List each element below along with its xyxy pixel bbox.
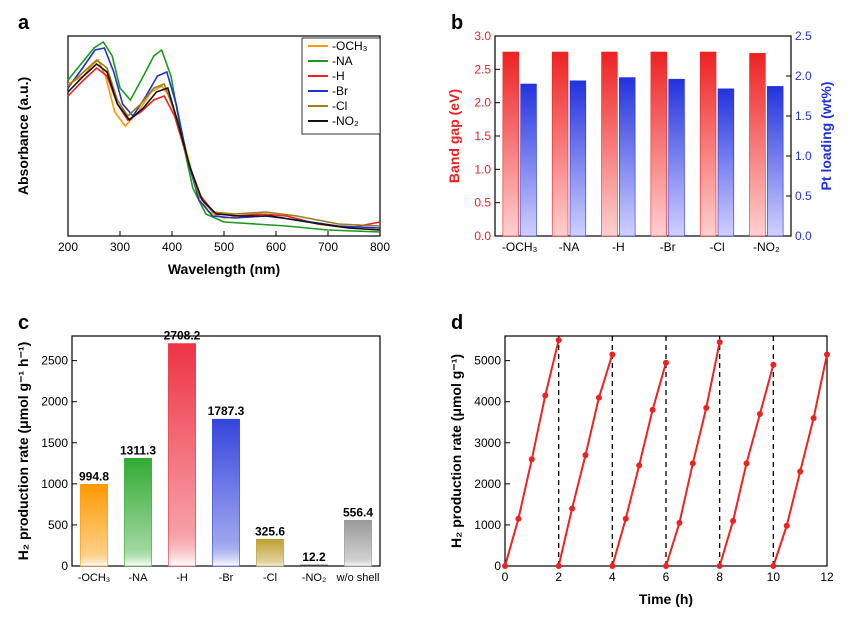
svg-text:2708.2: 2708.2 (164, 329, 201, 343)
svg-text:-OCH₃: -OCH₃ (332, 39, 368, 53)
svg-text:0.5: 0.5 (474, 196, 491, 210)
svg-text:-NA: -NA (129, 572, 149, 584)
svg-text:0.0: 0.0 (795, 229, 812, 243)
svg-text:-NO₂: -NO₂ (753, 240, 780, 254)
svg-text:556.4: 556.4 (343, 505, 373, 519)
svg-text:w/o shell: w/o shell (336, 572, 380, 584)
svg-text:H₂ production rate (μmol g⁻¹ h: H₂ production rate (μmol g⁻¹ h⁻¹) (15, 342, 31, 561)
svg-text:-Cl: -Cl (709, 240, 724, 254)
svg-text:400: 400 (162, 240, 182, 254)
svg-text:800: 800 (370, 240, 390, 254)
svg-text:-NA: -NA (332, 54, 353, 68)
svg-text:12: 12 (820, 570, 834, 584)
svg-text:1000: 1000 (41, 477, 68, 491)
svg-text:5000: 5000 (474, 354, 501, 368)
svg-text:1.5: 1.5 (474, 129, 491, 143)
svg-text:1.0: 1.0 (474, 162, 491, 176)
svg-text:325.6: 325.6 (255, 524, 285, 538)
svg-text:0: 0 (61, 559, 68, 573)
svg-text:2.0: 2.0 (474, 96, 491, 110)
svg-text:8: 8 (716, 570, 723, 584)
panel-label: a (18, 12, 29, 35)
svg-text:2000: 2000 (474, 477, 501, 491)
svg-text:Absorbance (a.u.): Absorbance (a.u.) (15, 77, 31, 195)
svg-text:10: 10 (767, 570, 781, 584)
svg-text:2: 2 (555, 570, 562, 584)
svg-text:500: 500 (214, 240, 234, 254)
svg-text:4000: 4000 (474, 395, 501, 409)
svg-text:-OCH₃: -OCH₃ (502, 240, 538, 254)
svg-text:200: 200 (58, 240, 78, 254)
svg-text:-NO₂: -NO₂ (332, 114, 359, 128)
svg-text:-Cl: -Cl (332, 99, 347, 113)
svg-text:3.0: 3.0 (474, 29, 491, 43)
svg-text:Wavelength (nm): Wavelength (nm) (168, 261, 280, 277)
svg-text:Time (h): Time (h) (639, 591, 693, 607)
svg-text:994.8: 994.8 (79, 469, 109, 483)
svg-text:-NA: -NA (559, 240, 580, 254)
svg-text:-H: -H (176, 572, 188, 584)
svg-text:0.0: 0.0 (474, 229, 491, 243)
panel-d: 0 2 4 6 8 10 12 0 1000 2000 3000 4000 5000 Time (h) H₂… (443, 310, 856, 610)
svg-text:12.2: 12.2 (302, 550, 326, 564)
svg-text:-H: -H (612, 240, 625, 254)
svg-text:H₂ production rate (μmol g⁻¹): H₂ production rate (μmol g⁻¹) (448, 354, 464, 548)
svg-text:2000: 2000 (41, 395, 68, 409)
svg-text:1500: 1500 (41, 436, 68, 450)
svg-text:4: 4 (609, 570, 616, 584)
svg-text:2.5: 2.5 (474, 62, 491, 76)
svg-text:2500: 2500 (41, 354, 68, 368)
svg-text:500: 500 (48, 518, 68, 532)
svg-text:600: 600 (266, 240, 286, 254)
svg-text:-OCH₃: -OCH₃ (78, 572, 111, 584)
panel-c: 0 500 1000 1500 2000 2500 994.8 -OCH₃ 1311.3 -NA 2… (10, 310, 423, 610)
svg-text:6: 6 (663, 570, 670, 584)
svg-text:2.0: 2.0 (795, 69, 812, 83)
svg-text:Pt loading (wt%): Pt loading (wt%) (818, 82, 834, 191)
svg-text:1.0: 1.0 (795, 149, 812, 163)
svg-text:-H: -H (332, 69, 345, 83)
svg-text:0: 0 (502, 570, 509, 584)
svg-text:1000: 1000 (474, 518, 501, 532)
svg-text:2.5: 2.5 (795, 29, 812, 43)
svg-text:-NO₂: -NO₂ (302, 572, 326, 584)
svg-text:-Br: -Br (660, 240, 676, 254)
svg-text:0: 0 (494, 559, 501, 573)
svg-text:1787.3: 1787.3 (208, 404, 245, 418)
svg-text:700: 700 (318, 240, 338, 254)
svg-text:1.5: 1.5 (795, 109, 812, 123)
svg-text:3000: 3000 (474, 436, 501, 450)
svg-text:Band gap (eV): Band gap (eV) (446, 89, 462, 183)
svg-text:-Br: -Br (219, 572, 234, 584)
svg-text:1311.3: 1311.3 (120, 443, 156, 457)
panel-b: 0.0 0.5 1.0 1.5 2.0 2.5 3.0 0.0 0.5 1.0 1.5 2.0 2.5 -… (443, 10, 856, 300)
svg-text:-Br: -Br (332, 84, 348, 98)
svg-text:300: 300 (110, 240, 130, 254)
svg-text:-Cl: -Cl (263, 572, 277, 584)
svg-text:0.5: 0.5 (795, 189, 812, 203)
panel-a: 200 300 400 500 600 700 800 Wavelength (nm) Abso… (10, 10, 423, 300)
